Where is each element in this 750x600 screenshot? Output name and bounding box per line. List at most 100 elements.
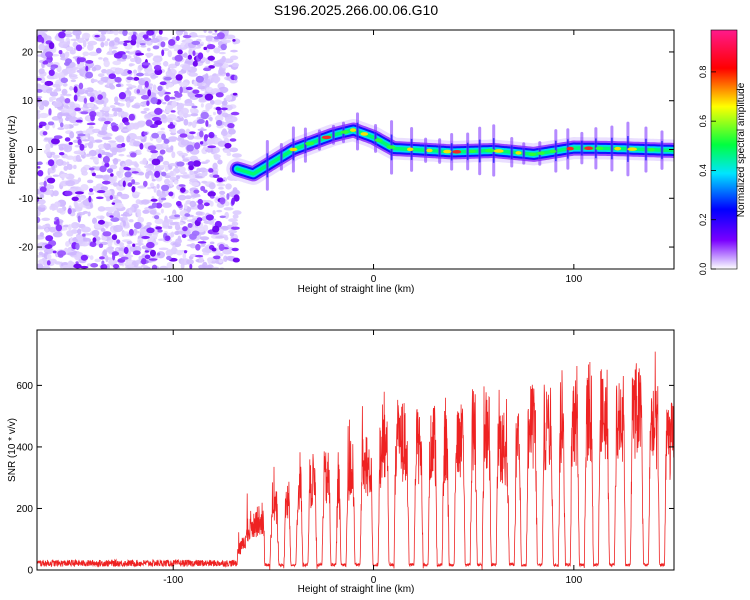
noise-blob [144, 254, 151, 260]
noise-speckle [113, 111, 118, 117]
noise-speckle [131, 104, 141, 109]
noise-blob [163, 138, 170, 144]
noise-speckle [216, 183, 226, 187]
noise-blob [48, 69, 55, 77]
noise-speckle [45, 227, 49, 233]
noise-speckle [212, 210, 216, 215]
noise-speckle [212, 162, 218, 170]
noise-blob [149, 249, 156, 257]
noise-speckle [169, 179, 173, 187]
noise-speckle [218, 226, 229, 229]
noise-blob [207, 55, 215, 61]
noise-blob [50, 66, 56, 71]
noise-speckle [67, 252, 77, 256]
noise-blob [147, 89, 152, 97]
noise-speckle [45, 89, 53, 94]
y-tick-label: 20 [22, 47, 34, 58]
spectrogram-y-label: Frequency (Hz) [7, 116, 18, 185]
noise-blob [132, 31, 137, 36]
noise-speckle [113, 210, 120, 218]
noise-blob [123, 40, 132, 43]
noise-speckle [136, 43, 140, 48]
noise-blob [68, 141, 73, 145]
noise-blob [232, 38, 236, 42]
noise-speckle [75, 88, 86, 92]
noise-speckle [119, 166, 125, 174]
noise-speckle [196, 35, 207, 38]
noise-speckle [202, 252, 210, 256]
noise-speckle [39, 232, 45, 237]
y-tick-label: 600 [16, 381, 33, 392]
noise-blob [232, 92, 238, 96]
noise-speckle [124, 262, 132, 266]
noise-speckle [181, 155, 185, 159]
noise-blob [53, 135, 63, 140]
noise-speckle [213, 62, 224, 67]
noise-blob [48, 108, 52, 116]
noise-blob [159, 81, 167, 86]
noise-speckle [218, 186, 224, 190]
noise-speckle [170, 231, 175, 238]
noise-speckle [228, 128, 236, 135]
noise-speckle [38, 112, 49, 119]
noise-speckle [223, 207, 234, 211]
noise-speckle [108, 258, 118, 266]
noise-speckle [87, 103, 94, 108]
noise-blob [53, 221, 57, 225]
noise-blob [141, 235, 150, 239]
colorbar-tick-label: 0.2 [698, 213, 708, 226]
noise-blob [185, 86, 193, 91]
noise-speckle [98, 80, 104, 85]
noise-speckle [189, 108, 195, 113]
noise-speckle [171, 100, 177, 108]
noise-speckle [49, 184, 55, 190]
noise-speckle [87, 211, 91, 217]
noise-speckle [232, 214, 239, 219]
noise-blob [136, 89, 141, 94]
colorbar-tick-label: 0.0 [698, 263, 708, 276]
noise-blob [160, 197, 167, 201]
noise-speckle [212, 146, 220, 154]
noise-blob [167, 123, 176, 129]
noise-speckle [191, 120, 197, 129]
noise-blob [112, 263, 120, 269]
noise-speckle [120, 193, 130, 200]
noise-speckle [119, 122, 124, 130]
noise-blob [159, 149, 166, 155]
noise-speckle [92, 217, 98, 225]
ridge-hotspot [515, 151, 522, 155]
noise-blob [131, 34, 137, 42]
noise-speckle [162, 220, 170, 228]
noise-blob [103, 120, 111, 125]
noise-speckle [105, 68, 113, 74]
noise-speckle [189, 243, 197, 249]
noise-blob [189, 131, 196, 135]
noise-blob [42, 60, 49, 65]
noise-blob [131, 179, 136, 185]
noise-blob [37, 169, 44, 177]
noise-blob [141, 62, 151, 66]
noise-speckle [198, 255, 204, 263]
noise-speckle [116, 170, 122, 177]
noise-blob [144, 80, 149, 88]
noise-blob [203, 46, 208, 51]
noise-speckle [106, 117, 114, 122]
noise-blob [67, 207, 72, 215]
noise-speckle [159, 193, 167, 199]
noise-speckle [88, 126, 94, 129]
noise-blob [99, 256, 105, 260]
noise-speckle [69, 236, 74, 244]
noise-speckle [225, 94, 233, 101]
x-tick-label: 100 [565, 274, 582, 285]
noise-blob [97, 94, 103, 101]
noise-speckle [212, 266, 220, 269]
noise-blob [128, 228, 134, 236]
noise-blob [154, 120, 163, 126]
noise-blob [85, 60, 94, 64]
noise-speckle [207, 257, 212, 265]
noise-speckle [150, 154, 158, 159]
noise-blob [106, 168, 114, 174]
noise-speckle [218, 86, 229, 94]
noise-blob [88, 167, 95, 171]
noise-speckle [175, 238, 182, 244]
